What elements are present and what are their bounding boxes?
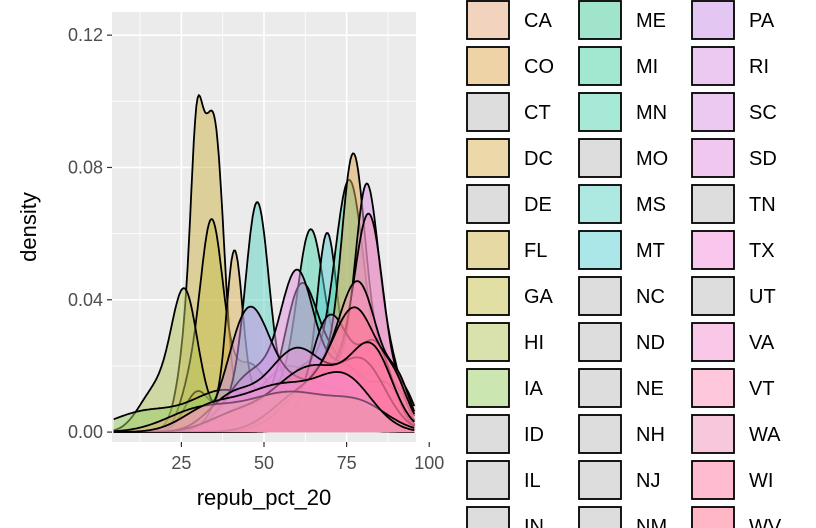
legend-swatch-de (466, 184, 510, 224)
legend-swatch-ne (578, 368, 622, 408)
legend-label-nm: NM (636, 516, 667, 528)
legend-label-ri: RI (749, 56, 769, 78)
y-tick-label: 0.04 (68, 290, 103, 310)
legend-label-nh: NH (636, 424, 665, 446)
legend-swatch-nm (578, 506, 622, 528)
legend-swatch-nj (578, 460, 622, 500)
legend-swatch-sd (691, 138, 735, 178)
legend-label-co: CO (524, 56, 554, 78)
legend-swatch-sc (691, 92, 735, 132)
legend-label-ut: UT (749, 286, 776, 308)
legend-label-hi: HI (524, 332, 544, 354)
legend-swatch-ct (466, 92, 510, 132)
legend-swatch-fl (466, 230, 510, 270)
legend-label-mi: MI (636, 56, 658, 78)
density-area-hi (113, 288, 415, 433)
legend-label-nc: NC (636, 286, 665, 308)
legend-swatch-nc (578, 276, 622, 316)
legend-swatch-va (691, 322, 735, 362)
legend-swatch-mo (578, 138, 622, 178)
legend-label-wa: WA (749, 424, 781, 446)
x-tick-label: 100 (414, 453, 444, 473)
y-tick-label: 0.08 (68, 157, 103, 177)
legend-label-ne: NE (636, 378, 664, 400)
density-curves (113, 94, 416, 433)
legend-swatch-tx (691, 230, 735, 270)
legend-swatch-nd (578, 322, 622, 362)
legend-label-de: DE (524, 194, 552, 216)
y-tick-label: 0.00 (68, 422, 103, 442)
legend-swatch-wa (691, 414, 735, 454)
legend-label-in: IN (524, 516, 544, 528)
legend-swatch-nh (578, 414, 622, 454)
legend-label-mo: MO (636, 148, 668, 170)
x-tick-label: 50 (254, 453, 274, 473)
legend-label-nj: NJ (636, 470, 660, 492)
legend-label-mt: MT (636, 240, 665, 262)
legend-swatch-ca (466, 0, 510, 40)
legend-label-nd: ND (636, 332, 665, 354)
density-line-va (113, 371, 415, 433)
legend-label-wi: WI (749, 470, 773, 492)
legend-swatch-ut (691, 276, 735, 316)
legend-swatch-in (466, 506, 510, 528)
legend-swatch-vt (691, 368, 735, 408)
legend-swatch-il (466, 460, 510, 500)
legend-label-ca: CA (524, 10, 552, 32)
legend: CA CO CT DC DE FL GA HI IA ID IL IN ME MI MN MO MS MT NC ND… (466, 0, 782, 528)
legend-label-tx: TX (749, 240, 775, 262)
legend-swatch-co (466, 46, 510, 86)
legend-swatch-id (466, 414, 510, 454)
legend-swatch-ms (578, 184, 622, 224)
x-tick-label: 25 (171, 453, 191, 473)
legend-swatch-wi (691, 460, 735, 500)
legend-label-sd: SD (749, 148, 777, 170)
legend-swatch-ia (466, 368, 510, 408)
legend-swatch-ga (466, 276, 510, 316)
x-axis-title: repub_pct_20 (197, 485, 332, 510)
legend-swatch-ri (691, 46, 735, 86)
legend-swatch-mi (578, 46, 622, 86)
axes: 0.00 0.04 0.08 0.12 25 50 75 100 (68, 25, 444, 473)
legend-label-pa: PA (749, 10, 775, 32)
legend-swatch-wv (691, 506, 735, 528)
y-tick-label: 0.12 (68, 25, 103, 45)
legend-swatch-hi (466, 322, 510, 362)
legend-label-il: IL (524, 470, 541, 492)
legend-swatch-tn (691, 184, 735, 224)
legend-label-vt: VT (749, 378, 775, 400)
legend-label-ms: MS (636, 194, 666, 216)
legend-label-mn: MN (636, 102, 667, 124)
legend-label-va: VA (749, 332, 775, 354)
legend-label-wv: WV (749, 516, 782, 528)
legend-swatch-mt (578, 230, 622, 270)
legend-label-fl: FL (524, 240, 547, 262)
legend-label-sc: SC (749, 102, 777, 124)
legend-swatch-pa (691, 0, 735, 40)
legend-label-ga: GA (524, 286, 554, 308)
legend-swatch-me (578, 0, 622, 40)
legend-label-ia: IA (524, 378, 544, 400)
legend-swatch-mn (578, 92, 622, 132)
legend-label-tn: TN (749, 194, 776, 216)
legend-label-id: ID (524, 424, 544, 446)
density-area-ms (113, 202, 415, 433)
legend-label-me: ME (636, 10, 666, 32)
density-area-va (113, 371, 415, 433)
legend-label-ct: CT (524, 102, 551, 124)
x-tick-label: 75 (337, 453, 357, 473)
legend-label-dc: DC (524, 148, 553, 170)
y-axis-title: density (16, 192, 41, 262)
legend-swatch-dc (466, 138, 510, 178)
